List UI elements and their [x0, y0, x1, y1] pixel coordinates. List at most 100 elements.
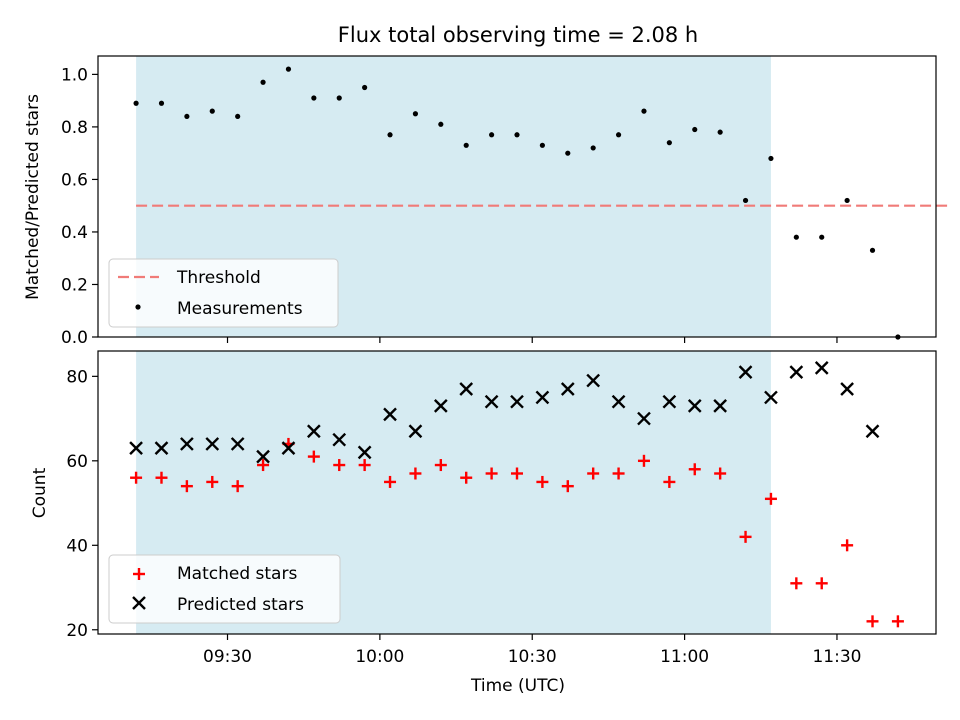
top-y-tick-label: 0.8: [61, 118, 88, 138]
measurement-point: [438, 121, 444, 127]
matched-star-point: [409, 467, 422, 480]
matched-star-point: [637, 454, 650, 467]
measurement-point: [742, 197, 749, 204]
measurement-point: [565, 150, 571, 156]
predicted-star-point: [510, 394, 524, 409]
top-axes-frame: [97, 55, 937, 338]
top-x-ticks: [226, 337, 838, 343]
predicted-star-points: [129, 361, 880, 464]
bottom-y-ticks: 20 40 60 80: [66, 367, 98, 641]
legend-predicted-swatch: [132, 596, 146, 610]
predicted-star-point: [662, 394, 677, 409]
matched-star-point: [434, 459, 447, 472]
measurement-point: [311, 95, 317, 101]
predicted-star-point: [484, 394, 499, 409]
predicted-star-point: [586, 373, 601, 388]
measurement-point: [590, 145, 596, 151]
legend-threshold-label: Threshold: [176, 268, 261, 288]
matched-star-point: [384, 475, 397, 488]
measurement-point: [412, 111, 419, 117]
predicted-star-point: [459, 382, 474, 396]
matched-star-point: [561, 480, 574, 493]
measurement-point: [362, 84, 368, 91]
top-y-tick-label: 1.0: [61, 65, 88, 85]
measurement-point: [209, 108, 215, 114]
matched-star-point: [206, 475, 219, 488]
matched-star-point: [714, 467, 727, 480]
matched-star-point: [612, 467, 625, 480]
predicted-star-point: [256, 449, 270, 464]
predicted-star-point: [814, 361, 829, 375]
predicted-star-point: [433, 399, 448, 413]
predicted-star-point: [357, 445, 372, 460]
bottom-y-tick-label: 40: [66, 536, 88, 556]
matched-star-point: [688, 463, 701, 476]
predicted-star-point: [408, 424, 423, 439]
x-tick-label: 10:00: [355, 647, 404, 667]
matched-star-point: [358, 459, 371, 472]
predicted-star-point: [637, 411, 651, 426]
bottom-y-tick-label: 80: [66, 367, 88, 387]
matched-star-point: [536, 475, 549, 488]
legend-predicted-label: Predicted stars: [177, 595, 304, 615]
bottom-legend: Matched stars Predicted stars: [108, 554, 341, 624]
matched-star-point: [663, 475, 676, 488]
predicted-star-point: [154, 441, 169, 455]
matched-star-point: [180, 480, 193, 493]
top-y-tick-label: 0.2: [61, 275, 88, 295]
predicted-star-point: [205, 437, 220, 451]
x-tick-label: 09:30: [203, 647, 252, 667]
predicted-star-point: [332, 432, 347, 447]
measurement-point: [336, 95, 342, 101]
matched-star-point: [815, 577, 828, 590]
measurement-points: [133, 66, 901, 340]
matched-star-point: [739, 530, 752, 543]
legend-matched-swatch: [133, 568, 145, 580]
matched-star-point: [130, 471, 143, 484]
predicted-star-point: [687, 399, 702, 413]
matched-star-point: [841, 539, 854, 552]
measurement-point: [133, 100, 139, 106]
legend-measurements-swatch: [135, 304, 141, 310]
chart-title: Flux total observing time = 2.08 h: [338, 23, 698, 47]
bottom-panel: 20 40 60 80 09:30 10:00 10:30 11:00 11:30 Count…: [30, 350, 937, 696]
measurement-point: [285, 66, 292, 72]
top-y-tick-label: 0.4: [61, 223, 88, 243]
measurement-point: [260, 79, 266, 85]
measurement-point: [514, 132, 520, 138]
predicted-star-point: [230, 437, 245, 451]
top-y-axis-label: Matched/Predicted stars: [23, 94, 43, 300]
measurement-point: [666, 140, 672, 146]
predicted-star-point: [281, 441, 296, 455]
measurement-point: [692, 126, 698, 133]
predicted-star-point: [383, 407, 397, 422]
top-legend-box: [108, 258, 339, 328]
x-tick-label: 11:00: [660, 647, 709, 667]
measurement-point: [463, 142, 469, 148]
predicted-star-point: [764, 390, 778, 405]
matched-star-point: [155, 471, 168, 484]
bottom-y-axis-label: Count: [30, 467, 50, 518]
measurement-point: [489, 132, 495, 138]
matched-star-point: [891, 615, 904, 628]
matched-star-points: [130, 437, 904, 628]
x-axis-label: Time (UTC): [470, 676, 565, 696]
matched-star-point: [485, 467, 498, 480]
legend-measurements-label: Measurements: [177, 299, 303, 319]
predicted-star-point: [535, 390, 550, 405]
top-panel: 0.0 0.2 0.4 0.6 0.8 1.0 Matched/Predicted sta…: [23, 55, 949, 348]
matched-star-point: [764, 492, 777, 505]
measurement-point: [539, 142, 545, 148]
x-tick-label: 11:30: [812, 647, 861, 667]
measurement-point: [641, 108, 647, 114]
measurement-point: [768, 155, 774, 162]
matched-star-point: [460, 471, 473, 484]
top-y-tick-label: 0.6: [61, 170, 88, 190]
matched-star-point: [231, 480, 244, 493]
predicted-star-point: [611, 394, 626, 409]
top-y-tick-label: 0.0: [61, 328, 88, 348]
matched-star-point: [790, 577, 803, 590]
measurement-point: [158, 100, 165, 106]
bottom-y-tick-label: 60: [66, 452, 88, 472]
measurement-point: [717, 129, 723, 135]
